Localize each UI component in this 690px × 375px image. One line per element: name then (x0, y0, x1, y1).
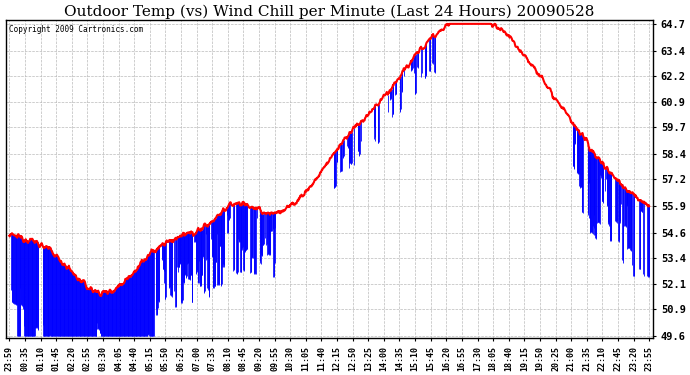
Text: Copyright 2009 Cartronics.com: Copyright 2009 Cartronics.com (9, 24, 143, 33)
Title: Outdoor Temp (vs) Wind Chill per Minute (Last 24 Hours) 20090528: Outdoor Temp (vs) Wind Chill per Minute … (64, 4, 595, 18)
